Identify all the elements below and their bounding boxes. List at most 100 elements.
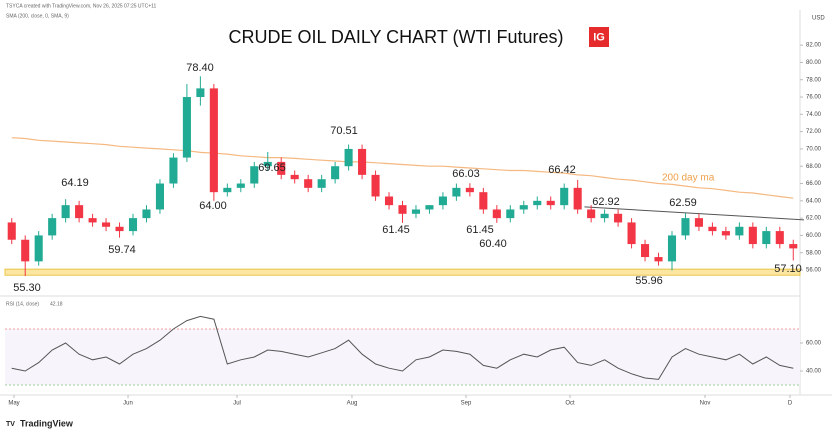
x-tick-label: Jul [233, 401, 241, 407]
candle-body [209, 88, 218, 193]
candle-body [560, 187, 569, 206]
y-tick-label: 66.00 [806, 181, 822, 187]
rsi-last: 42.18 [50, 301, 63, 307]
candle-body [277, 161, 286, 175]
candle-body [250, 166, 259, 184]
logo-box [589, 27, 609, 47]
y-tick-label: 58.00 [806, 250, 822, 256]
candle-body [196, 88, 205, 98]
ma-line [11, 137, 794, 199]
rsi-line [11, 315, 794, 380]
rsi-band [5, 328, 800, 385]
candle-body [614, 213, 623, 223]
candle-body [142, 209, 151, 219]
x-tick-label: Aug [347, 401, 358, 407]
candle-body [371, 174, 380, 197]
trendline [584, 206, 805, 221]
price-annotation: 64.00 [199, 200, 227, 212]
candle-body [546, 200, 555, 206]
candle-body [627, 222, 636, 245]
candle-body [465, 187, 474, 193]
candle-body [775, 231, 784, 245]
price-annotation: 64.19 [61, 177, 89, 189]
candle-body [304, 179, 313, 188]
candle-body [398, 205, 407, 214]
candle-body [600, 213, 609, 219]
price-annotation: 59.74 [108, 244, 136, 256]
candle-body [223, 187, 232, 193]
x-tick-label: Jun [123, 401, 133, 407]
rsi-tick-label: 40.00 [806, 369, 822, 375]
candle-body [48, 218, 57, 236]
candle-body [721, 231, 730, 236]
x-tick-label: Sep [461, 401, 472, 407]
candle-body [182, 97, 191, 158]
y-tick-label: 68.00 [806, 164, 822, 170]
candle-body [7, 222, 16, 240]
price-annotation: 69.65 [258, 162, 286, 174]
ma-label: 200 day ma [662, 173, 715, 184]
candle-body [169, 157, 178, 184]
x-tick-label: Oct [565, 401, 575, 407]
candle-body [735, 226, 744, 236]
candle-body [641, 244, 650, 258]
header: TSYCA created with TradingView.com, Nov … [6, 3, 157, 9]
candle-body [331, 166, 340, 180]
candle-body [479, 192, 488, 210]
candle-body [344, 148, 353, 167]
support-zone [4, 268, 801, 276]
price-annotation: 70.51 [330, 125, 358, 137]
candle-body [789, 244, 798, 249]
candle-body [384, 196, 394, 206]
candle-body [61, 205, 70, 219]
candle-body [75, 205, 84, 219]
candle-body [21, 239, 30, 262]
candle-body [573, 187, 582, 210]
candle-body [317, 179, 326, 188]
y-tick-label: 64.00 [806, 198, 822, 204]
logo: IG [593, 31, 605, 43]
y-tick-label: 62.00 [806, 216, 822, 222]
candle-body [128, 218, 138, 232]
candle-body [519, 205, 528, 210]
candle-body [425, 205, 434, 210]
y-tick-label: 80.00 [806, 60, 822, 66]
price-annotation: 66.42 [548, 164, 576, 176]
y-tick-label: 56.00 [806, 268, 822, 274]
candle-body [762, 231, 771, 245]
rsi-legend: RSI (14, close) [6, 301, 39, 307]
price-annotation: 66.03 [452, 168, 480, 180]
candle-body [34, 235, 43, 262]
candle-body [681, 218, 690, 236]
price-annotation: 62.92 [592, 196, 620, 208]
price-annotation: 62.59 [669, 197, 697, 209]
rsi-tick-label: 60.00 [806, 341, 822, 347]
price-annotation: 57.10 [774, 263, 802, 275]
y-tick-label: 82.00 [806, 43, 822, 49]
candle-body [115, 226, 124, 232]
candle-body [708, 226, 717, 232]
candle-body [88, 218, 97, 223]
candle-body [748, 226, 757, 245]
y-tick-label: 60.00 [806, 233, 822, 239]
x-tick-label: Nov [700, 401, 711, 407]
y-tick-label: 76.00 [806, 95, 822, 101]
candle-body [506, 209, 515, 219]
candle-body [411, 209, 421, 214]
candle-body [155, 183, 164, 210]
y-tick-label: 70.00 [806, 147, 822, 153]
x-tick-label: D [788, 401, 793, 407]
price-annotation: 60.40 [479, 238, 507, 250]
x-tick-label: May [8, 401, 19, 407]
price-annotation: 61.45 [382, 224, 410, 236]
candle-body [694, 218, 703, 227]
ma-legend: SMA (200, close, 0, SMA, 9) [6, 13, 69, 19]
y-tick-label: 72.00 [806, 129, 822, 135]
y-tick-label: 78.00 [806, 77, 822, 83]
candle-body [438, 196, 447, 206]
footer: TradingView [20, 418, 74, 428]
price-annotation: 55.96 [635, 275, 663, 287]
price-annotation: 61.45 [466, 224, 494, 236]
chart-title: CRUDE OIL DAILY CHART (WTI Futures) [228, 27, 563, 47]
